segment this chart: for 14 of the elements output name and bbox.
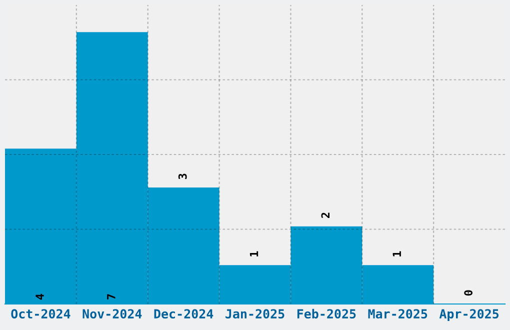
x-tick-label: Oct-2024	[11, 309, 70, 319]
data-label: 1	[250, 251, 258, 256]
data-label: 4	[36, 294, 44, 300]
data-label: 7	[107, 294, 116, 300]
x-tick-label: Feb-2025	[297, 308, 356, 319]
x-tick-label: Nov-2024	[82, 309, 142, 319]
x-tick-label: Dec-2024	[154, 309, 214, 319]
data-label: 3	[178, 174, 187, 180]
x-tick-label: Mar-2025	[368, 309, 428, 319]
data-label: 0	[464, 290, 473, 296]
data-label: 1	[392, 251, 401, 256]
x-tick-label: Jan-2025	[226, 309, 284, 319]
data-label: 2	[321, 212, 330, 218]
x-tick-label: Apr-2025	[439, 309, 499, 321]
